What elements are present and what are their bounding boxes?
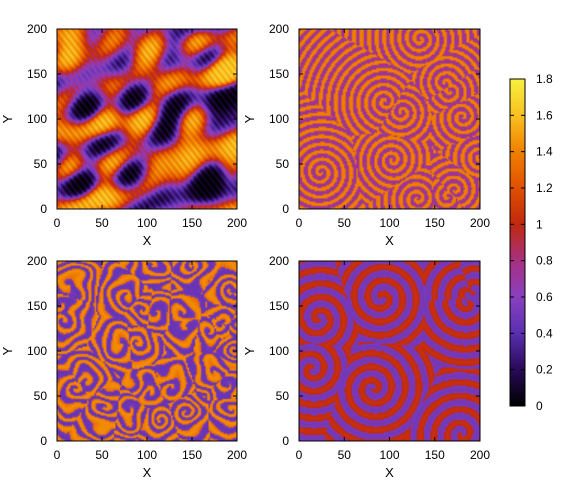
x-axis-label: X bbox=[143, 233, 152, 248]
panel-bottom-left: 0 50 100 150 200 0 50 100 150 200 X Y bbox=[0, 254, 247, 480]
y-tick-label: 50 bbox=[34, 157, 48, 171]
heatmap-bottom-right bbox=[299, 261, 480, 441]
x-tick-label: 100 bbox=[137, 448, 157, 462]
x-tick-label: 50 bbox=[95, 448, 109, 462]
x-tick-label: 100 bbox=[137, 216, 157, 230]
colorbar-tick-label: 0.8 bbox=[536, 254, 553, 268]
colorbar-tick-label: 1.8 bbox=[536, 72, 553, 86]
x-tick-label: 100 bbox=[379, 216, 399, 230]
x-tick-label: 0 bbox=[54, 448, 61, 462]
x-tick-label: 200 bbox=[227, 448, 247, 462]
panels: 0 50 100 150 200 0 50 100 150 200 X Y 0 50 100 150 200 0 5… bbox=[0, 22, 490, 480]
y-tick-label: 50 bbox=[276, 157, 290, 171]
y-axis-label: Y bbox=[0, 114, 15, 123]
x-tick-label: 50 bbox=[338, 448, 352, 462]
x-tick-label: 0 bbox=[296, 216, 303, 230]
colorbar-tick-label: 1.6 bbox=[536, 108, 553, 122]
y-tick-label: 150 bbox=[27, 67, 47, 81]
y-tick-label: 100 bbox=[269, 344, 289, 358]
y-tick-label: 100 bbox=[269, 112, 289, 126]
x-axis-label: X bbox=[385, 233, 394, 248]
x-tick-label: 150 bbox=[425, 216, 445, 230]
y-tick-label: 100 bbox=[27, 344, 47, 358]
panel-top-left: 0 50 100 150 200 0 50 100 150 200 X Y bbox=[0, 22, 247, 248]
colorbar: 0 0.2 0.4 0.6 0.8 1 1.2 1.4 1.6 1.8 bbox=[509, 72, 553, 413]
colorbar-frame bbox=[509, 78, 526, 407]
colorbar-tick-label: 1.4 bbox=[536, 145, 553, 159]
x-tick-label: 150 bbox=[425, 448, 445, 462]
y-tick-label: 50 bbox=[34, 389, 48, 403]
x-tick-label: 200 bbox=[470, 216, 490, 230]
colorbar-tick-label: 1.2 bbox=[536, 181, 553, 195]
colorbar-tick-label: 1 bbox=[536, 217, 543, 231]
y-tick-label: 0 bbox=[282, 202, 289, 216]
heatmap-top-left bbox=[57, 29, 237, 209]
heatmap-top-right bbox=[299, 29, 480, 209]
colorbar-tick-label: 0 bbox=[536, 399, 543, 413]
x-tick-label: 200 bbox=[470, 448, 490, 462]
y-tick-label: 100 bbox=[27, 112, 47, 126]
y-tick-label: 200 bbox=[27, 22, 47, 36]
y-tick-label: 150 bbox=[269, 67, 289, 81]
y-axis-label: Y bbox=[242, 114, 257, 123]
y-tick-label: 200 bbox=[27, 254, 47, 268]
x-axis-label: X bbox=[143, 465, 152, 480]
y-tick-label: 0 bbox=[40, 202, 47, 216]
heatmap-bottom-left bbox=[57, 261, 237, 441]
x-axis-label: X bbox=[385, 465, 394, 480]
panel-bottom-right: 0 50 100 150 200 0 50 100 150 200 X Y bbox=[242, 254, 490, 480]
y-tick-label: 200 bbox=[269, 254, 289, 268]
colorbar-tick-label: 0.4 bbox=[536, 326, 553, 340]
x-tick-label: 0 bbox=[296, 448, 303, 462]
panel-top-right: 0 50 100 150 200 0 50 100 150 200 X Y bbox=[242, 22, 490, 248]
y-tick-label: 150 bbox=[269, 299, 289, 313]
y-tick-label: 200 bbox=[269, 22, 289, 36]
y-tick-label: 50 bbox=[276, 389, 290, 403]
x-tick-label: 0 bbox=[54, 216, 61, 230]
x-tick-label: 150 bbox=[182, 448, 202, 462]
y-axis-label: Y bbox=[0, 346, 15, 355]
colorbar-gradient bbox=[510, 79, 525, 406]
x-tick-label: 200 bbox=[227, 216, 247, 230]
y-tick-label: 150 bbox=[27, 299, 47, 313]
colorbar-tick-label: 0.6 bbox=[536, 290, 553, 304]
x-tick-label: 150 bbox=[182, 216, 202, 230]
y-tick-label: 0 bbox=[40, 434, 47, 448]
x-tick-label: 100 bbox=[379, 448, 399, 462]
x-tick-label: 50 bbox=[338, 216, 352, 230]
x-tick-label: 50 bbox=[95, 216, 109, 230]
colorbar-tick-label: 0.2 bbox=[536, 363, 553, 377]
y-tick-label: 0 bbox=[282, 434, 289, 448]
y-axis-label: Y bbox=[242, 346, 257, 355]
